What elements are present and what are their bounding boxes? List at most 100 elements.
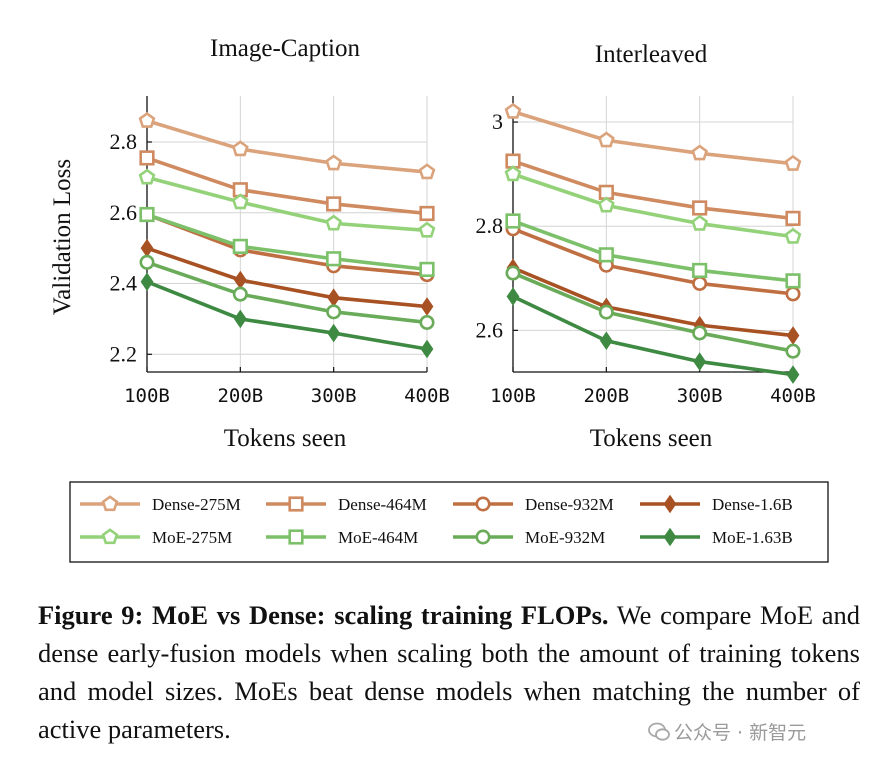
legend-item-moe-1-63b: MoE-1.63B	[640, 527, 793, 547]
series-moe-464m	[139, 206, 435, 277]
y-tick-label: 2.6	[476, 317, 504, 342]
data-point	[139, 150, 155, 166]
legend-item-moe-464m: MoE-464M	[266, 528, 418, 547]
series-moe-932m	[505, 265, 801, 359]
legend-label: MoE-932M	[525, 528, 605, 547]
data-point	[138, 111, 156, 128]
series-line	[512, 266, 794, 338]
y-ticks: 2.2 2.4 2.6 2.8	[110, 129, 152, 366]
series-line	[512, 109, 794, 166]
series-line	[512, 227, 794, 296]
data-point	[420, 297, 434, 316]
legend-label: Dense-464M	[338, 495, 427, 514]
y-tick-label: 2.6	[110, 200, 138, 225]
legend-item-moe-275m: MoE-275M	[80, 528, 232, 547]
legend-marker	[101, 528, 119, 545]
series-line	[512, 219, 794, 283]
y-ticks: 2.6 2.8 3	[476, 109, 518, 342]
series-line	[146, 212, 428, 272]
data-point	[326, 196, 342, 212]
series-dense-464m	[139, 150, 435, 222]
legend-item-dense-932m: Dense-932M	[453, 495, 614, 514]
caption-text: We compare MoE and dense early-fusion mo…	[38, 600, 860, 744]
series-dense-1-6b	[140, 238, 434, 316]
legend-label: Dense-932M	[525, 495, 614, 514]
data-point	[419, 261, 435, 277]
series-line	[512, 271, 794, 353]
chart-image-caption: Image-Caption Validation Loss Tokens see…	[49, 35, 450, 452]
data-point	[325, 214, 343, 231]
y-axis-label: Validation Loss	[49, 159, 76, 315]
series-line	[512, 294, 794, 377]
legend-marker	[663, 527, 677, 547]
data-point	[691, 214, 709, 231]
series-line	[146, 175, 428, 233]
watermark: 公众号 · 新智元	[648, 718, 806, 745]
data-point	[784, 154, 802, 171]
legend-item-dense-1-6b: Dense-1.6B	[640, 494, 793, 514]
data-point	[597, 196, 615, 213]
legend-item-moe-932m: MoE-932M	[453, 528, 605, 547]
data-point	[231, 193, 249, 210]
grid	[146, 96, 428, 372]
x-axis-label: Tokens seen	[590, 425, 713, 452]
legend-label: Dense-1.6B	[712, 495, 793, 514]
data-point	[691, 144, 709, 161]
series-dense-932m	[139, 207, 435, 283]
data-point	[231, 140, 249, 157]
data-point	[505, 265, 521, 281]
legend-item-dense-464m: Dense-464M	[266, 495, 427, 514]
chart-title: Interleaved	[595, 41, 708, 68]
x-tick-label: 400B	[770, 385, 816, 407]
series-moe-464m	[505, 213, 801, 289]
series-moe-1-63b	[506, 287, 800, 384]
data-point	[785, 343, 801, 359]
data-point	[326, 304, 342, 320]
chart-title: Image-Caption	[210, 35, 360, 62]
legend-marker	[663, 494, 677, 514]
legend-marker	[101, 495, 119, 512]
y-tick-label: 2.4	[110, 271, 138, 296]
series-line	[512, 159, 794, 221]
x-axis-label: Tokens seen	[224, 425, 347, 452]
legend-label: Dense-275M	[152, 495, 241, 514]
y-tick-label: 2.8	[476, 213, 504, 238]
legend-marker	[475, 529, 491, 545]
data-point	[598, 247, 614, 263]
data-point	[418, 221, 436, 238]
chart-interleaved: Interleaved Tokens seen 2.6 2.8 3 100B 200B…	[476, 41, 816, 452]
data-point	[327, 288, 341, 307]
x-tick-label: 300B	[311, 385, 357, 407]
series-moe-1-63b	[140, 272, 434, 359]
series-dense-275m	[504, 102, 802, 171]
data-point	[785, 273, 801, 289]
series-line	[146, 246, 428, 309]
series-dense-464m	[505, 153, 801, 226]
y-tick-label: 3	[492, 109, 503, 134]
y-tick-label: 2.8	[110, 129, 138, 154]
series-line	[146, 156, 428, 216]
data-point	[138, 168, 156, 185]
series-dense-275m	[138, 111, 436, 180]
data-point	[599, 331, 613, 351]
x-tick-label: 400B	[404, 385, 450, 407]
x-tick-label: 100B	[490, 385, 536, 407]
legend-marker	[288, 496, 304, 512]
legend-marker	[288, 529, 304, 545]
data-point	[692, 275, 708, 291]
data-point	[140, 272, 154, 292]
data-point	[327, 323, 341, 343]
series-group	[138, 111, 436, 359]
x-tick-label: 200B	[583, 385, 629, 407]
data-point	[232, 238, 248, 254]
data-point	[140, 238, 154, 258]
x-tick-label: 300B	[677, 385, 723, 407]
legend: Dense-275M Dense-464M Dense-932M Dense-1.6B…	[69, 481, 829, 563]
axes	[146, 96, 427, 373]
data-point	[139, 254, 155, 270]
data-point	[785, 210, 801, 226]
data-point	[786, 365, 800, 384]
data-point	[693, 352, 707, 371]
series-moe-275m	[504, 165, 802, 244]
